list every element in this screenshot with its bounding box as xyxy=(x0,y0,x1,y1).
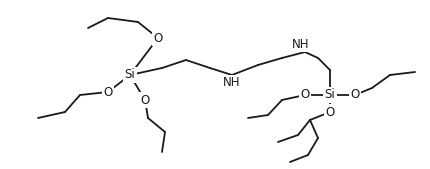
Text: O: O xyxy=(103,86,113,99)
Text: O: O xyxy=(154,31,163,44)
Text: Si: Si xyxy=(325,89,335,102)
Text: Si: Si xyxy=(125,68,135,81)
Text: NH: NH xyxy=(292,38,310,51)
Text: O: O xyxy=(326,105,335,118)
Text: O: O xyxy=(301,89,310,102)
Text: O: O xyxy=(140,93,150,106)
Text: NH: NH xyxy=(223,77,241,90)
Text: O: O xyxy=(350,89,359,102)
